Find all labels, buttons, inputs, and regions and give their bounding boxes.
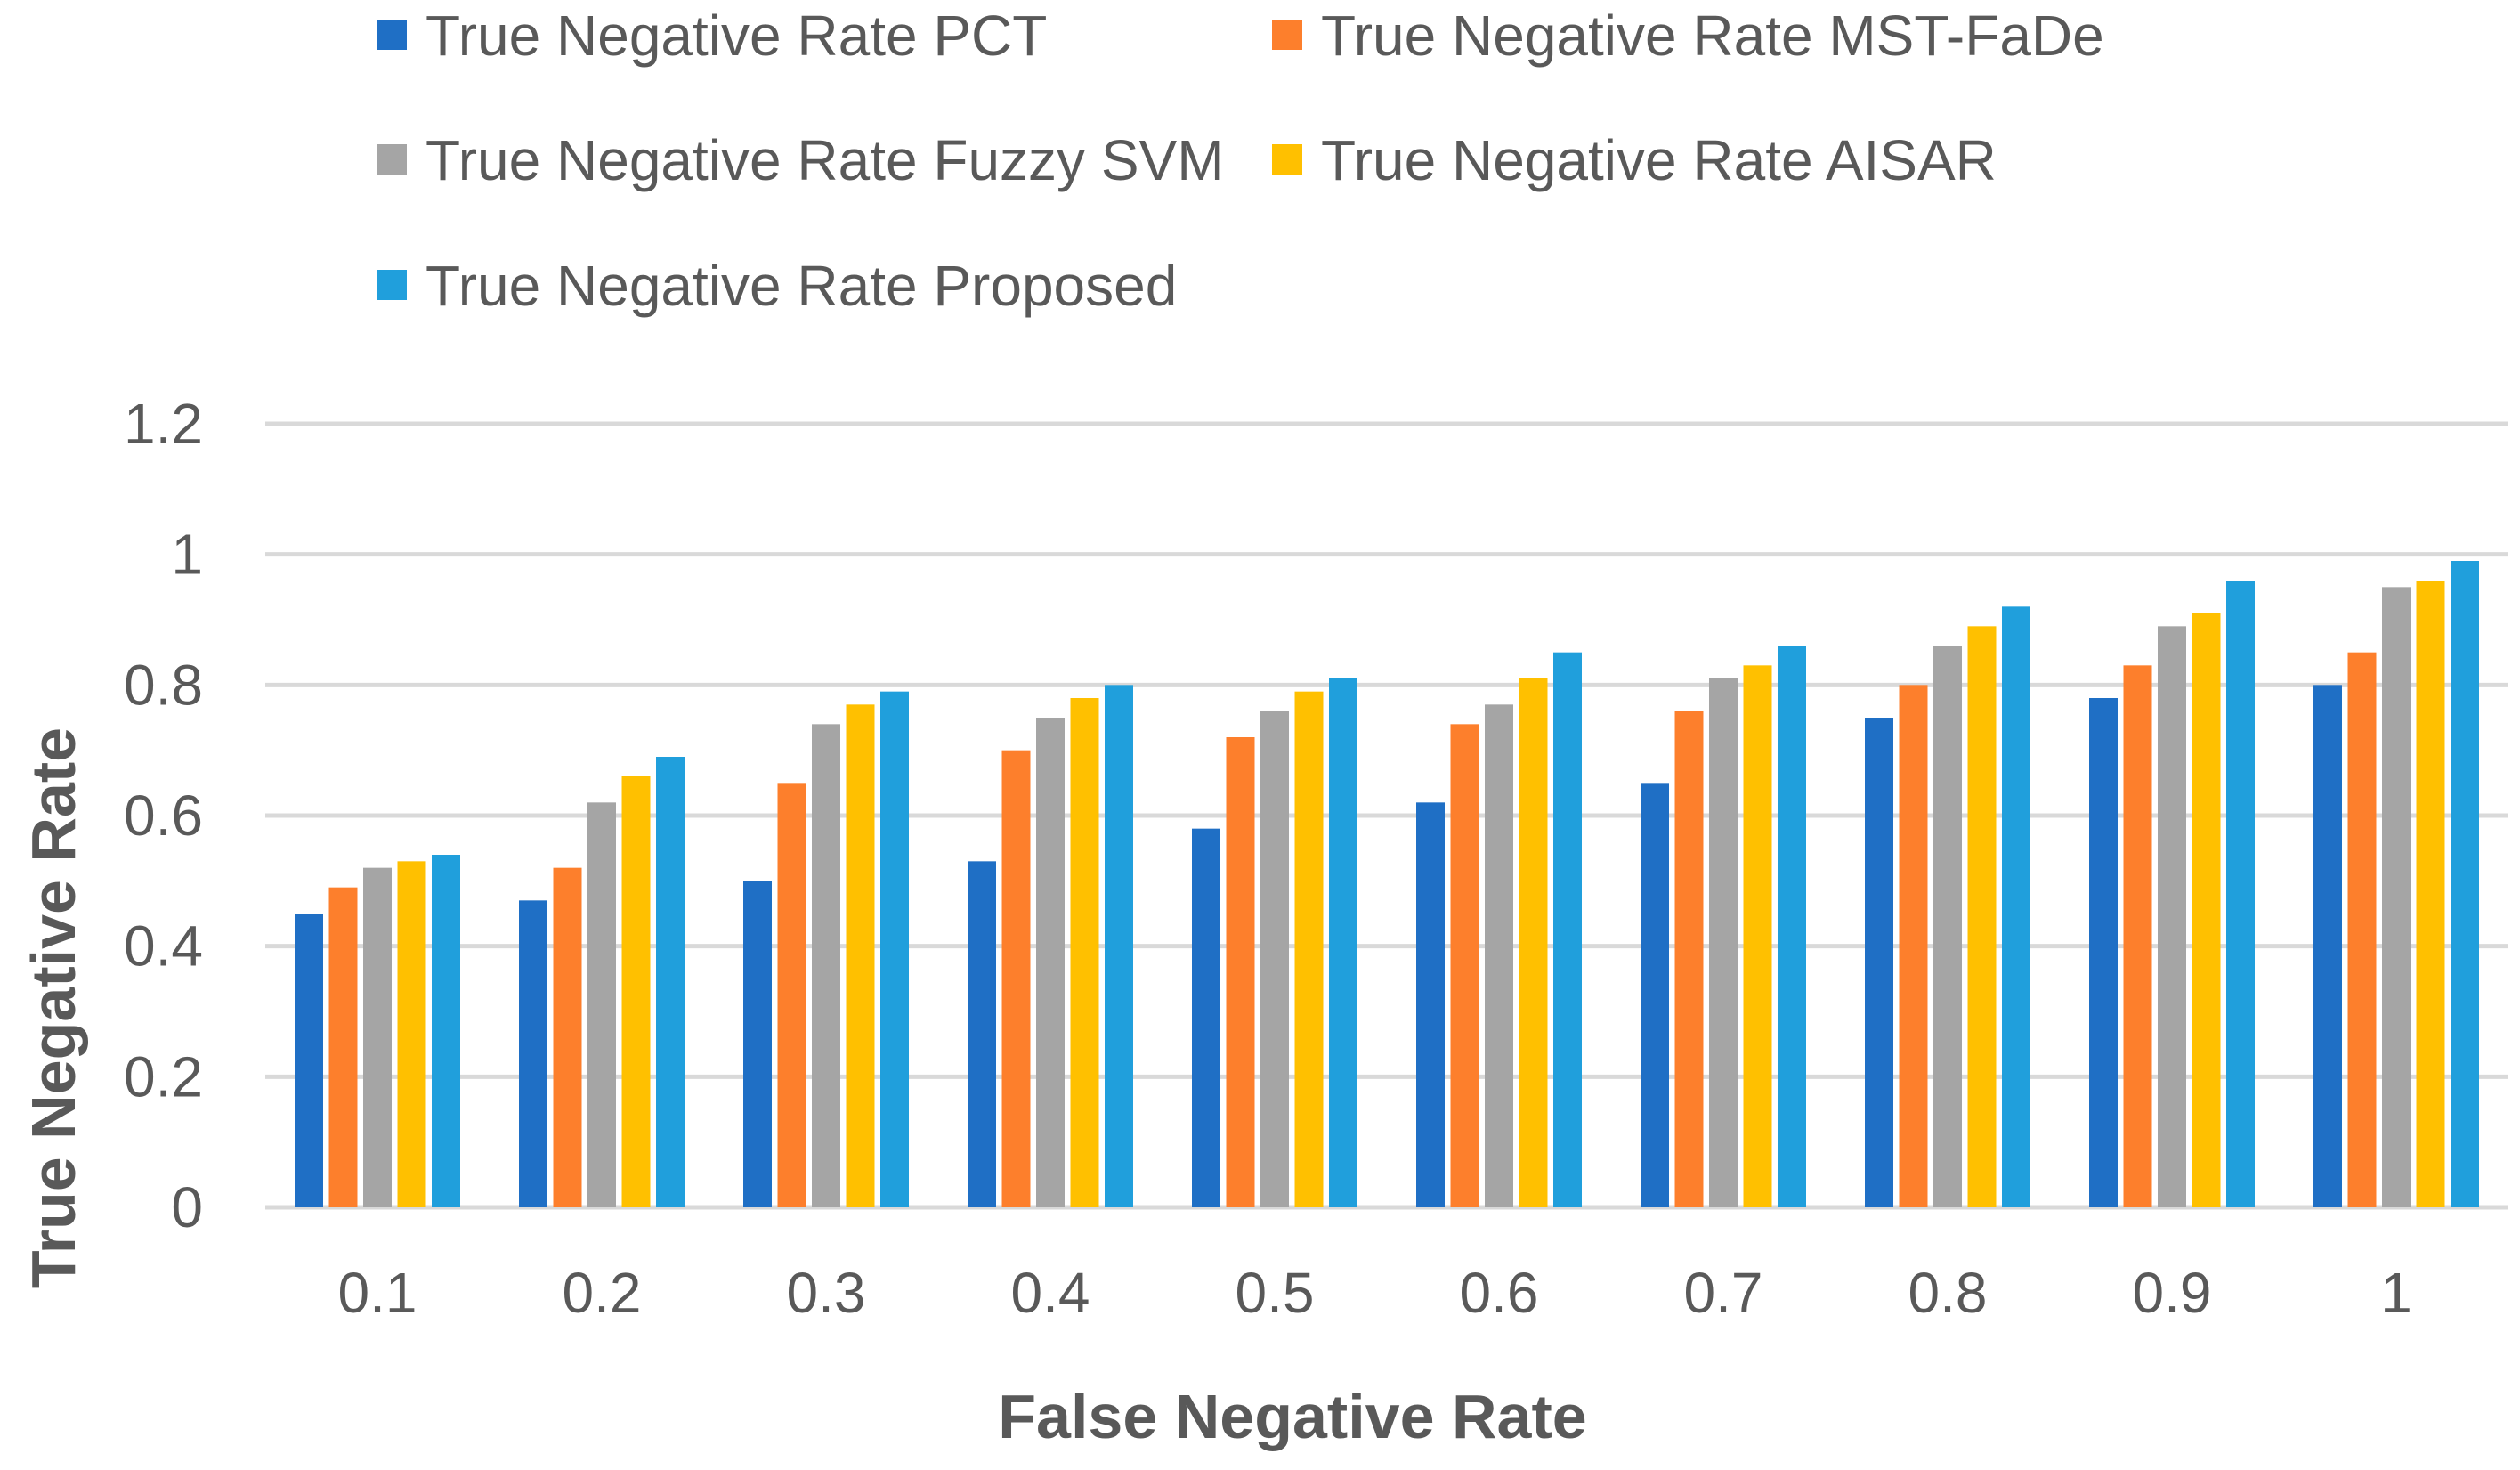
bar xyxy=(2313,685,2342,1207)
y-axis-ticks: 0 0.2 0.4 0.6 0.8 1 1.2 xyxy=(124,392,203,1239)
bar xyxy=(295,914,323,1207)
bar xyxy=(1105,685,1133,1207)
bar xyxy=(1001,750,1031,1207)
x-tick-label: 0.8 xyxy=(1908,1261,1988,1325)
x-tick-label: 0.6 xyxy=(1460,1261,1539,1325)
bar xyxy=(1899,685,1928,1207)
bar xyxy=(363,867,392,1207)
legend-item-pct: True Negative Rate PCT xyxy=(377,4,1047,68)
bar xyxy=(777,783,806,1207)
y-tick-label: 0.2 xyxy=(124,1044,203,1109)
x-tick-label: 0.3 xyxy=(787,1261,866,1325)
x-tick-label: 0.5 xyxy=(1236,1261,1315,1325)
bar xyxy=(2416,581,2445,1207)
bar xyxy=(1553,652,1582,1207)
legend-label-fuzzy-svm: True Negative Rate Fuzzy SVM xyxy=(425,128,1225,192)
bar xyxy=(432,855,460,1207)
bar xyxy=(2002,606,2030,1207)
x-tick-label: 1 xyxy=(2380,1261,2412,1325)
bar xyxy=(2089,698,2118,1207)
bar xyxy=(553,867,582,1207)
legend-swatch-pct xyxy=(377,20,407,50)
bar xyxy=(1743,665,1772,1207)
bar xyxy=(1674,711,1704,1207)
bar xyxy=(846,704,875,1207)
bar xyxy=(2123,665,2152,1207)
legend-swatch-proposed xyxy=(377,270,407,300)
x-tick-label: 0.2 xyxy=(563,1261,642,1325)
x-tick-label: 0.9 xyxy=(2133,1261,2212,1325)
bar xyxy=(1709,678,1738,1207)
bar xyxy=(397,861,426,1207)
y-tick-label: 0 xyxy=(171,1175,203,1239)
bar xyxy=(1036,718,1065,1207)
bar xyxy=(1865,718,1893,1207)
bar xyxy=(2382,587,2411,1207)
bar xyxy=(1416,802,1445,1207)
legend-swatch-mst-fade xyxy=(1272,20,1302,50)
legend-item-aisar: True Negative Rate AISAR xyxy=(1272,128,1997,192)
x-tick-label: 0.4 xyxy=(1011,1261,1090,1325)
bar xyxy=(1070,698,1099,1207)
bar xyxy=(1641,783,1669,1207)
bars xyxy=(295,561,2479,1207)
bar xyxy=(2451,561,2479,1207)
bar xyxy=(587,802,616,1207)
legend-item-proposed: True Negative Rate Proposed xyxy=(377,254,1177,318)
bar xyxy=(1519,678,1548,1207)
y-axis-title: True Negative Rate xyxy=(19,727,88,1288)
legend-item-mst-fade: True Negative Rate MST-FaDe xyxy=(1272,4,2104,68)
bar xyxy=(1260,711,1289,1207)
legend-item-fuzzy-svm: True Negative Rate Fuzzy SVM xyxy=(377,128,1225,192)
legend-label-mst-fade: True Negative Rate MST-FaDe xyxy=(1321,4,2104,68)
bar xyxy=(1450,724,1479,1207)
bar xyxy=(328,887,358,1207)
y-tick-label: 1 xyxy=(171,523,203,587)
bar xyxy=(519,900,547,1207)
x-axis-ticks: 0.1 0.2 0.3 0.4 0.5 0.6 0.7 0.8 0.9 1 xyxy=(338,1261,2412,1325)
y-tick-label: 0.6 xyxy=(124,784,203,848)
bar xyxy=(1226,737,1255,1207)
bar xyxy=(2226,581,2255,1207)
x-tick-label: 0.7 xyxy=(1684,1261,1763,1325)
legend: True Negative Rate PCT True Negative Rat… xyxy=(377,4,2104,318)
bar xyxy=(1192,828,1220,1207)
x-tick-label: 0.1 xyxy=(338,1261,417,1325)
bar xyxy=(743,881,772,1207)
y-tick-label: 0.8 xyxy=(124,653,203,717)
legend-swatch-fuzzy-svm xyxy=(377,144,407,175)
bar xyxy=(621,776,651,1207)
bar xyxy=(812,724,840,1207)
legend-label-aisar: True Negative Rate AISAR xyxy=(1321,128,1997,192)
y-tick-label: 0.4 xyxy=(124,914,203,979)
bar xyxy=(2347,652,2377,1207)
bar xyxy=(656,757,685,1207)
bar xyxy=(1485,704,1513,1207)
legend-label-pct: True Negative Rate PCT xyxy=(425,4,1047,68)
bar xyxy=(1294,691,1324,1207)
legend-swatch-aisar xyxy=(1272,144,1302,175)
bar xyxy=(1967,626,1997,1207)
bar xyxy=(1778,646,1806,1207)
bar xyxy=(2158,626,2186,1207)
bar xyxy=(968,861,996,1207)
legend-label-proposed: True Negative Rate Proposed xyxy=(425,254,1177,318)
y-tick-label: 1.2 xyxy=(124,392,203,456)
x-axis-title: False Negative Rate xyxy=(998,1382,1586,1451)
bar xyxy=(1933,646,1962,1207)
bar xyxy=(880,691,909,1207)
bar xyxy=(1329,678,1357,1207)
bar xyxy=(2192,613,2221,1207)
